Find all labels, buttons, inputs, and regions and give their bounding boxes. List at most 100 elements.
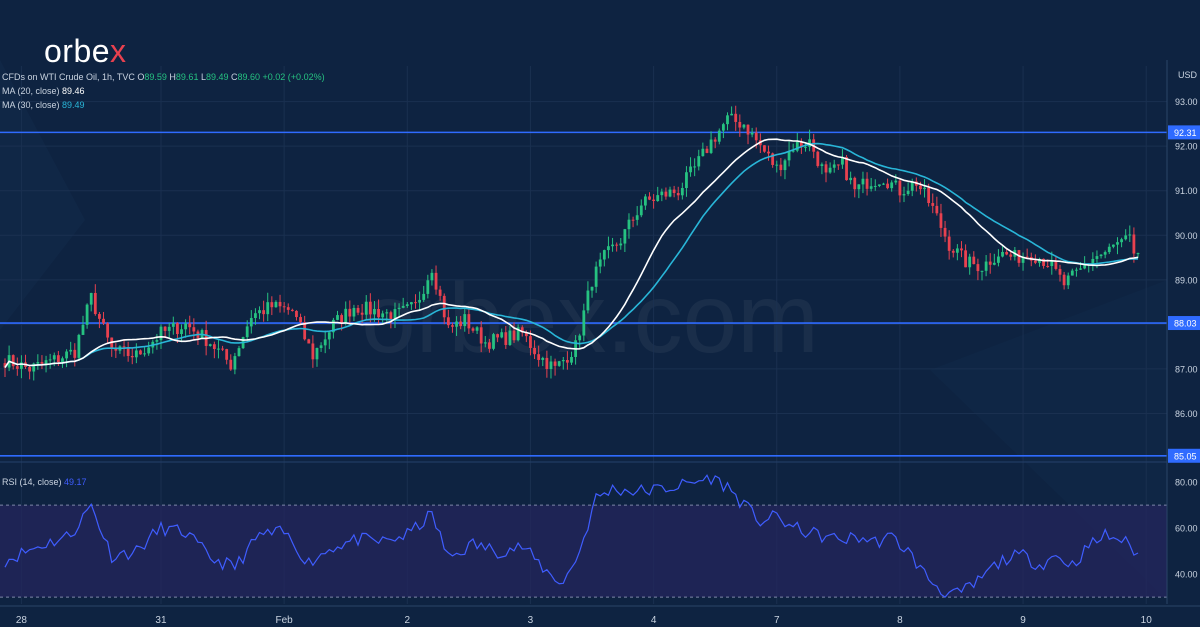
candle <box>327 332 331 340</box>
candle <box>360 312 364 315</box>
x-tick-label: 31 <box>155 615 167 626</box>
candle <box>471 328 475 331</box>
candle <box>405 304 409 306</box>
candle <box>114 348 118 351</box>
candle <box>1116 242 1119 245</box>
candle <box>418 299 422 303</box>
candle <box>1124 235 1128 240</box>
candle <box>167 326 171 331</box>
candle <box>52 355 56 360</box>
legend-ohlc-value: 89.59 <box>144 72 169 82</box>
candle <box>1091 258 1095 265</box>
candle <box>163 326 167 331</box>
candle <box>664 191 668 197</box>
candle <box>742 124 746 128</box>
candle <box>315 347 319 360</box>
candle <box>947 236 951 251</box>
candle <box>1075 269 1078 271</box>
candle <box>656 195 660 201</box>
candle <box>701 148 705 157</box>
candle <box>258 310 261 314</box>
candle <box>332 319 335 333</box>
candle <box>233 356 237 370</box>
candle <box>377 308 380 318</box>
candle <box>997 256 1000 263</box>
candle <box>1099 254 1103 257</box>
candle <box>348 308 352 317</box>
candle <box>672 189 676 194</box>
y-tick-label: 87.00 <box>1175 364 1198 374</box>
candle <box>356 307 360 313</box>
candle <box>89 292 93 305</box>
candle <box>143 353 146 355</box>
candle <box>323 339 327 346</box>
candle <box>44 360 48 364</box>
candles-group <box>3 105 1140 381</box>
candle <box>639 205 643 216</box>
candle <box>972 256 976 265</box>
candle <box>512 330 516 341</box>
candle <box>886 183 889 189</box>
candle <box>919 185 922 190</box>
candle <box>898 180 902 196</box>
candle <box>791 150 795 152</box>
candle <box>1046 265 1050 267</box>
candle <box>1009 254 1013 257</box>
candle <box>594 266 598 287</box>
candle <box>1038 258 1041 263</box>
candle <box>98 314 101 319</box>
candle <box>873 185 877 187</box>
candle <box>1095 256 1099 259</box>
candle <box>438 289 442 296</box>
candle <box>126 347 130 356</box>
candle <box>619 243 623 246</box>
candle <box>20 362 23 369</box>
candle <box>553 361 557 366</box>
candle <box>1128 234 1132 236</box>
candle <box>508 330 512 345</box>
ma30-line <box>4 142 1139 369</box>
candle <box>611 244 614 247</box>
candle <box>602 250 606 260</box>
x-tick-label: 2 <box>405 615 411 626</box>
candle <box>935 205 939 214</box>
candle <box>533 347 536 355</box>
candle <box>660 191 664 196</box>
candle <box>451 325 454 327</box>
candle <box>849 177 853 181</box>
candle <box>155 340 159 342</box>
candle <box>951 250 955 253</box>
candle <box>422 293 426 300</box>
candle <box>208 344 212 346</box>
candle <box>442 295 446 318</box>
candle <box>865 178 869 189</box>
candle <box>635 215 639 220</box>
candle <box>964 250 967 268</box>
candle <box>77 334 81 358</box>
legend-ohlc-label: O <box>137 72 144 82</box>
x-tick-label: 8 <box>897 615 903 626</box>
x-tick-label: 10 <box>1141 615 1153 626</box>
candle <box>931 203 935 206</box>
legend-rsi: RSI (14, close) 49.17 <box>2 477 87 487</box>
legend-change: +0.02 (+0.02%) <box>263 72 325 82</box>
candle <box>652 199 656 201</box>
currency-label: USD <box>1178 70 1198 80</box>
candle <box>212 344 216 349</box>
y-tick-label: 91.00 <box>1175 186 1198 196</box>
candle <box>968 256 972 268</box>
legend-ma20-value: 89.46 <box>62 86 85 96</box>
candle <box>340 315 344 324</box>
candle <box>726 115 729 125</box>
candle <box>516 327 520 341</box>
candle <box>545 357 549 370</box>
candle <box>869 186 873 189</box>
legend-ohlc-label: L <box>201 72 206 82</box>
candle <box>286 307 290 310</box>
candle <box>627 219 631 230</box>
candle <box>816 151 820 166</box>
candle <box>902 194 906 196</box>
candle <box>763 145 766 152</box>
orbex-logo: orbex <box>44 33 127 69</box>
